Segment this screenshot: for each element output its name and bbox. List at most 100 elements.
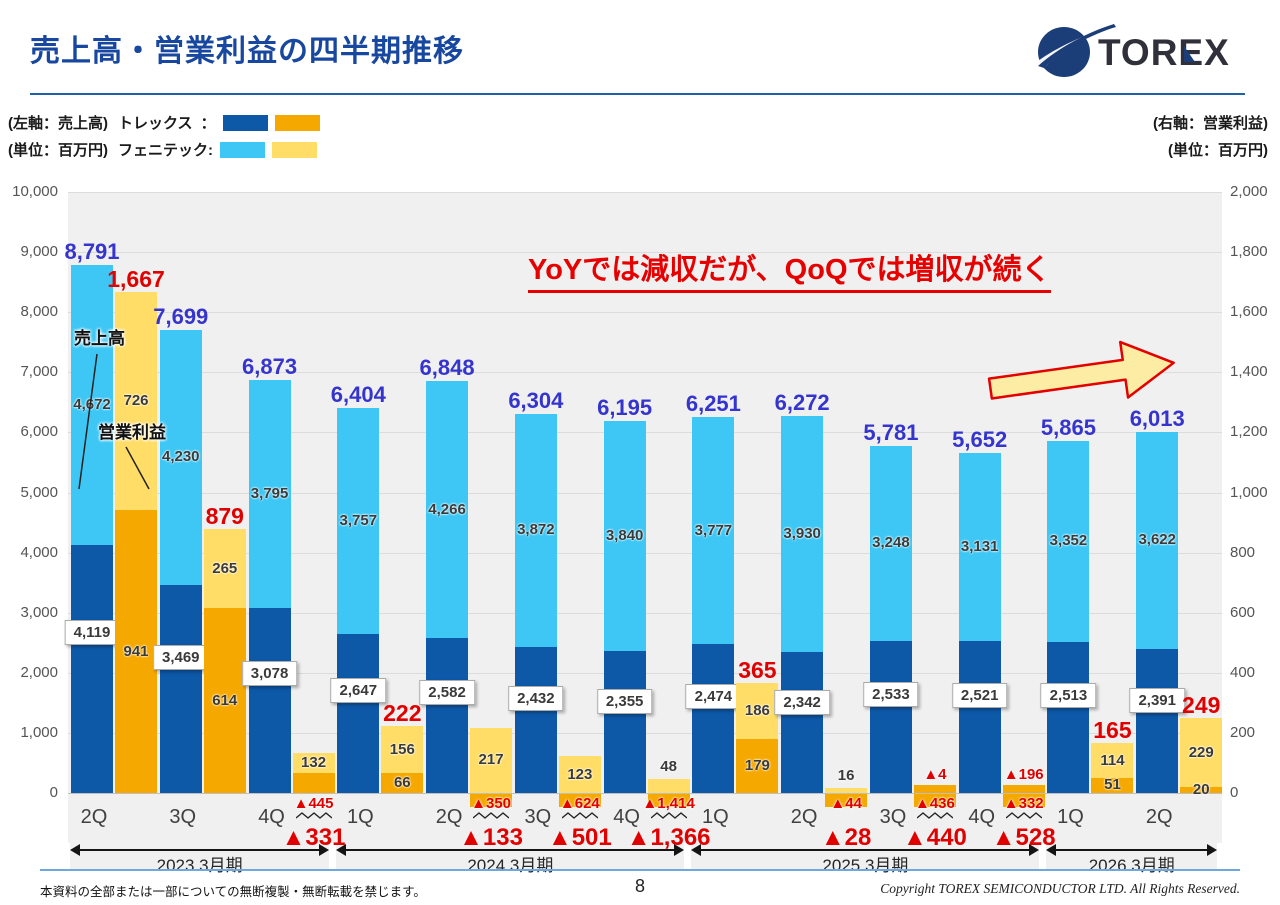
x-axis-label: 4Q — [613, 806, 640, 828]
sales-bar-phenitec — [1136, 431, 1179, 650]
footer-copyright: Copyright TOREX SEMICONDUCTOR LTD. All R… — [880, 881, 1240, 896]
right-axis-tick: 1,200 — [1230, 423, 1268, 441]
fiscal-band-label: 2026.3月期 — [1088, 856, 1175, 875]
x-axis-label: 2Q — [1145, 806, 1173, 828]
torex-legend-label: トレックス — [118, 115, 193, 132]
sales-bar-torex — [426, 637, 469, 793]
axis-break-squiggle — [650, 808, 688, 819]
profit-bar-torex — [1002, 785, 1045, 793]
sales-bar-phenitec — [958, 453, 1001, 642]
torex-sales-label: 2,521 — [951, 682, 1008, 708]
profit-bar-negative-overflow — [558, 794, 601, 807]
profit-negative-total-label: ▲1,366 — [626, 824, 711, 851]
x-axis-label: 2Q — [790, 806, 818, 828]
profit-bar-torex — [1180, 786, 1223, 793]
sales-total-label: 6,848 — [419, 355, 475, 381]
phenitec-profit-label: 156 — [389, 740, 415, 758]
sales-bar-phenitec — [603, 420, 646, 652]
phenitec-sales-label: 3,930 — [783, 525, 821, 543]
left-axis-tick: 4,000 — [20, 543, 58, 561]
x-axis-label: 1Q — [702, 806, 729, 828]
sales-bar-phenitec — [337, 408, 380, 634]
gridline — [68, 312, 1222, 314]
torex-sales-label: 2,432 — [508, 685, 564, 711]
swatch-torex-sales — [222, 114, 268, 131]
left-axis-tick: 0 — [49, 784, 58, 801]
profit-negative-below-label: ▲332 — [1003, 795, 1044, 812]
profit-negative-total-label: ▲440 — [903, 824, 967, 851]
gridline — [68, 372, 1222, 374]
sales-total-label: 6,195 — [597, 394, 653, 420]
right-axis-tick: 400 — [1230, 663, 1256, 681]
phenitec-sales-label: 4,230 — [161, 448, 200, 466]
sales-bar-torex — [692, 644, 735, 793]
right-axis-tick: 1,000 — [1230, 483, 1268, 501]
left-axis-tick: 6,000 — [20, 423, 58, 441]
x-axis-label: 1Q — [346, 806, 374, 828]
profit-negative-below-label: ▲1,414 — [642, 795, 695, 812]
right-axis-tick: 200 — [1230, 723, 1256, 741]
left-axis-tick: 5,000 — [20, 483, 58, 501]
trend-arrow-icon — [985, 334, 1185, 424]
profit-bar-phenitec — [1180, 718, 1223, 787]
fiscal-band-arrow — [336, 844, 685, 856]
phenitec-profit-label: 16 — [837, 767, 855, 785]
profit-total-label: 222 — [383, 700, 422, 727]
torex-logo-icon: TOREX — [1034, 24, 1229, 77]
torex-profit-label: 179 — [744, 757, 770, 775]
profit-bar-phenitec — [736, 683, 779, 740]
torex-sales-label: 2,647 — [330, 677, 387, 703]
profit-negative-below-label: ▲44 — [830, 795, 862, 812]
torex-sales-label: 2,474 — [685, 684, 742, 710]
sales-total-label: 6,013 — [1129, 405, 1185, 431]
profit-negative-above-label: ▲4 — [923, 766, 947, 784]
torex-logo: TOREX — [1032, 20, 1246, 82]
phenitec-sales-label: 3,872 — [517, 521, 555, 539]
axis-break-squiggle — [1005, 808, 1043, 819]
sales-bar-phenitec — [248, 379, 291, 608]
sales-bar-phenitec — [869, 445, 912, 641]
torex-profit-label: 51 — [1104, 776, 1121, 794]
footer-divider — [40, 869, 1240, 871]
legend-row-phenitec: (単位：百万円) フェニテック: — [8, 139, 317, 160]
profit-negative-below-label: ▲350 — [471, 795, 511, 812]
phenitec-profit-label: 265 — [212, 559, 238, 577]
profit-bar-phenitec — [292, 753, 335, 774]
phenitec-sales-label: 3,777 — [694, 521, 733, 539]
right-axis-tick: 600 — [1230, 603, 1256, 621]
sales-total-label: 6,404 — [330, 382, 386, 408]
profit-bar-torex — [115, 510, 157, 793]
sales-total-label: 6,251 — [685, 391, 741, 417]
phenitec-profit-label: 229 — [1188, 743, 1214, 761]
profit-negative-total-label: ▲331 — [281, 824, 346, 851]
swatch-torex-profit — [274, 114, 320, 131]
footer-disclaimer: 本資料の全部または一部についての無断複製・無断転載を禁じます。 — [40, 885, 426, 899]
sales-bar-torex — [1047, 641, 1090, 793]
right-axis-tick: 0 — [1230, 784, 1239, 801]
sales-callout-label: 売上高 — [74, 329, 125, 348]
profit-bar-phenitec — [1091, 743, 1134, 778]
profit-total-label: 165 — [1093, 717, 1132, 744]
sales-bar-torex — [869, 640, 912, 793]
right-axis-label: (右軸：営業利益) — [1153, 115, 1268, 132]
sales-total-label: 6,873 — [242, 353, 298, 379]
sales-bar-torex — [958, 641, 1001, 793]
sales-total-label: 5,865 — [1040, 414, 1096, 440]
x-axis-label: 4Q — [968, 806, 996, 828]
profit-callout-label: 営業利益 — [98, 423, 166, 442]
torex-sales-label: 2,533 — [863, 682, 919, 708]
gridline — [68, 793, 1222, 794]
x-axis-label: 1Q — [1057, 806, 1084, 828]
sales-total-label: 5,652 — [952, 427, 1008, 453]
profit-total-label: 365 — [738, 657, 777, 684]
right-axis-tick: 1,600 — [1230, 303, 1268, 321]
sales-bar-phenitec — [692, 417, 735, 645]
sales-bar-phenitec — [781, 416, 824, 653]
torex-sales-label: 2,513 — [1040, 682, 1097, 708]
phenitec-sales-label: 3,131 — [960, 538, 999, 556]
legend-row-torex: (左軸：売上高) トレックス ： — [8, 112, 320, 133]
left-axis-tick: 2,000 — [20, 663, 58, 681]
profit-bar-phenitec — [825, 788, 868, 793]
profit-total-label: 879 — [205, 502, 244, 529]
profit-negative-below-label: ▲624 — [559, 795, 600, 812]
